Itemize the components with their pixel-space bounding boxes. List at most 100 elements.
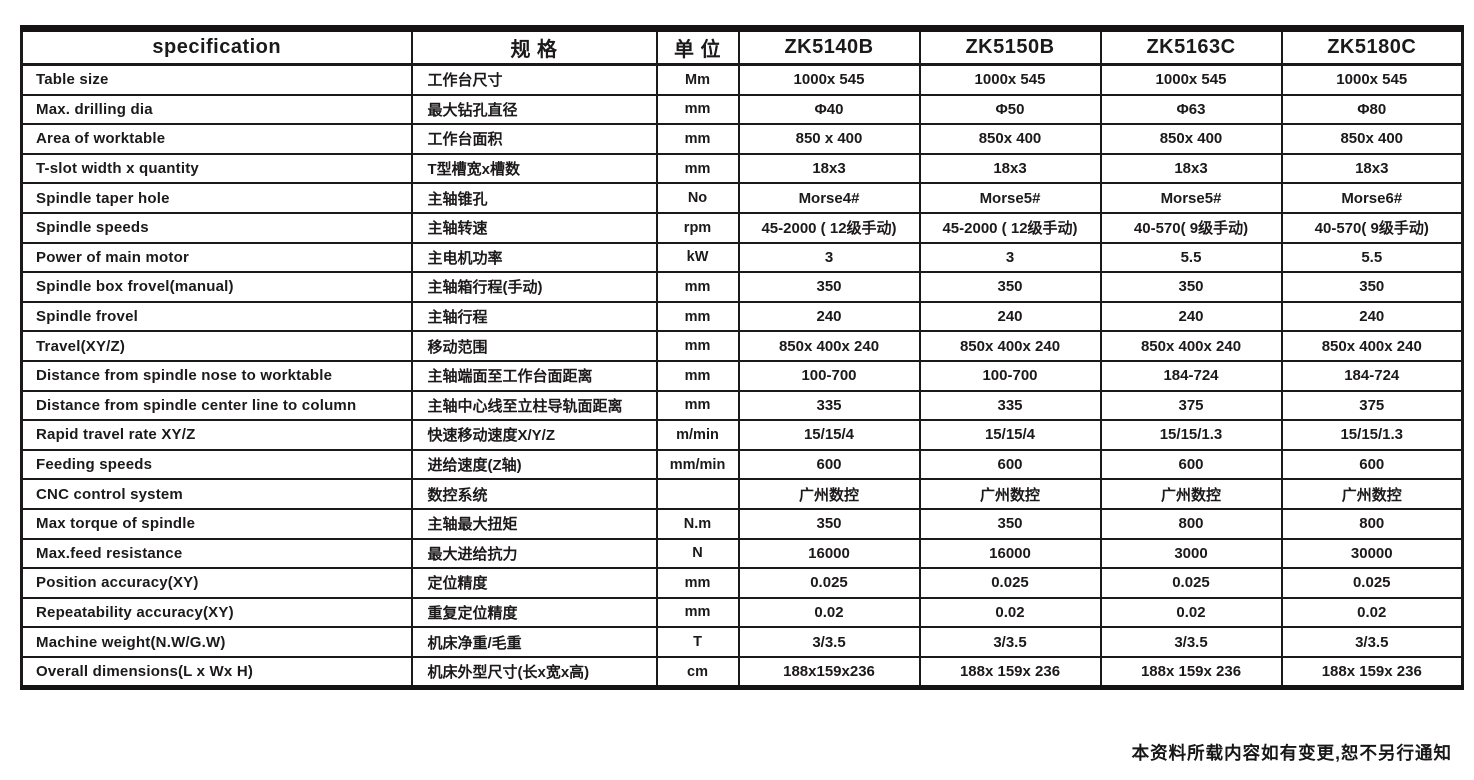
value-cell-zk5163c: 3000: [1099, 537, 1283, 570]
value-cell-zk5140b: 100-700: [737, 359, 921, 392]
unit-cell: mm/min: [655, 448, 740, 481]
value-cell-zk5180c: 800: [1280, 507, 1464, 540]
value-cell-zk5163c: 广州数控: [1099, 478, 1283, 510]
value-cell-zk5163c: 350: [1099, 271, 1283, 303]
value-cell-zk5180c: 40-570( 9级手动): [1280, 211, 1464, 244]
value-cell-zk5150b: 45-2000 ( 12级手动): [918, 211, 1102, 244]
value-cell-zk5180c: 0.02: [1280, 596, 1464, 629]
value-cell-zk5163c: 3/3.5: [1099, 626, 1283, 658]
unit-cell: [655, 478, 740, 510]
value-cell-zk5140b: 850 x 400: [737, 123, 921, 155]
unit-cell: mm: [655, 93, 740, 126]
value-cell-zk5180c: 15/15/1.3: [1280, 419, 1464, 451]
value-cell-zk5163c: 188x 159x 236: [1099, 655, 1283, 689]
value-cell-zk5150b: 16000: [918, 537, 1102, 570]
spec-label-zh: 数控系统: [410, 478, 658, 510]
value-cell-zk5140b: Φ40: [737, 93, 921, 126]
unit-cell: No: [655, 182, 740, 214]
unit-cell: N.m: [655, 507, 740, 540]
unit-cell: mm: [655, 359, 740, 392]
spec-row: Table size 工作台尺寸 Mm 1000x 545 1000x 545 …: [20, 63, 1464, 96]
value-cell-zk5150b: 1000x 545: [918, 63, 1102, 96]
spec-row: Max. drilling dia 最大钻孔直径 mm Φ40 Φ50 Φ63 …: [20, 93, 1464, 126]
value-cell-zk5163c: Φ63: [1099, 93, 1283, 126]
spec-label-en: Table size: [20, 63, 413, 96]
spec-label-zh: 快速移动速度X/Y/Z: [410, 419, 658, 451]
spec-label-zh: 工作台面积: [410, 123, 658, 155]
unit-cell: mm: [655, 271, 740, 303]
spec-label-en: Max torque of spindle: [20, 507, 413, 540]
unit-cell: rpm: [655, 211, 740, 244]
spec-row: Repeatability accuracy(XY) 重复定位精度 mm 0.0…: [20, 596, 1464, 629]
value-cell-zk5140b: 335: [737, 389, 921, 422]
spec-label-en: Power of main motor: [20, 241, 413, 274]
spec-row: Spindle taper hole 主轴锥孔 No Morse4# Morse…: [20, 182, 1464, 214]
value-cell-zk5150b: 100-700: [918, 359, 1102, 392]
value-cell-zk5163c: 40-570( 9级手动): [1099, 211, 1283, 244]
spec-label-zh: 主轴锥孔: [410, 182, 658, 214]
value-cell-zk5140b: 3: [737, 241, 921, 274]
unit-cell: mm: [655, 300, 740, 333]
spec-row: Spindle speeds 主轴转速 rpm 45-2000 ( 12级手动)…: [20, 211, 1464, 244]
value-cell-zk5163c: 15/15/1.3: [1099, 419, 1283, 451]
value-cell-zk5163c: 0.02: [1099, 596, 1283, 629]
spec-row: Travel(XY/Z) 移动范围 mm 850x 400x 240 850x …: [20, 330, 1464, 362]
value-cell-zk5140b: 850x 400x 240: [737, 330, 921, 362]
unit-cell: mm: [655, 389, 740, 422]
value-cell-zk5150b: 850x 400x 240: [918, 330, 1102, 362]
unit-cell: mm: [655, 330, 740, 362]
spec-label-en: Spindle frovel: [20, 300, 413, 333]
spec-row: Power of main motor 主电机功率 kW 3 3 5.5 5.5: [20, 241, 1464, 274]
unit-cell: N: [655, 537, 740, 570]
value-cell-zk5180c: 240: [1280, 300, 1464, 333]
spec-label-en: Distance from spindle center line to col…: [20, 389, 413, 422]
value-cell-zk5163c: 850x 400x 240: [1099, 330, 1283, 362]
value-cell-zk5140b: 350: [737, 271, 921, 303]
value-cell-zk5180c: 184-724: [1280, 359, 1464, 392]
spec-label-en: T-slot width x quantity: [20, 152, 413, 185]
value-cell-zk5163c: 1000x 545: [1099, 63, 1283, 96]
header-row: specification 规 格 单 位 ZK5140B ZK5150B ZK…: [20, 28, 1464, 66]
value-cell-zk5163c: 0.025: [1099, 567, 1283, 599]
spec-row: Area of worktable 工作台面积 mm 850 x 400 850…: [20, 123, 1464, 155]
header-model-zk5180c: ZK5180C: [1280, 28, 1464, 66]
header-model-zk5163c: ZK5163C: [1099, 28, 1283, 66]
value-cell-zk5180c: 350: [1280, 271, 1464, 303]
spec-row: CNC control system 数控系统 广州数控 广州数控 广州数控 广…: [20, 478, 1464, 510]
spec-label-zh: T型槽宽x槽数: [410, 152, 658, 185]
spec-row: Rapid travel rate XY/Z 快速移动速度X/Y/Z m/min…: [20, 419, 1464, 451]
spec-label-en: Machine weight(N.W/G.W): [20, 626, 413, 658]
header-model-zk5140b: ZK5140B: [737, 28, 921, 66]
spec-row: Position accuracy(XY) 定位精度 mm 0.025 0.02…: [20, 567, 1464, 599]
value-cell-zk5150b: 0.02: [918, 596, 1102, 629]
value-cell-zk5163c: Morse5#: [1099, 182, 1283, 214]
spec-label-zh: 主轴端面至工作台面距离: [410, 359, 658, 392]
value-cell-zk5180c: 850x 400x 240: [1280, 330, 1464, 362]
unit-cell: m/min: [655, 419, 740, 451]
value-cell-zk5150b: 广州数控: [918, 478, 1102, 510]
header-specification: specification: [20, 28, 413, 66]
spec-label-en: Spindle box frovel(manual): [20, 271, 413, 303]
spec-label-en: CNC control system: [20, 478, 413, 510]
value-cell-zk5180c: 600: [1280, 448, 1464, 481]
value-cell-zk5140b: 350: [737, 507, 921, 540]
unit-cell: Mm: [655, 63, 740, 96]
spec-row: Feeding speeds 进给速度(Z轴) mm/min 600 600 6…: [20, 448, 1464, 481]
value-cell-zk5140b: 3/3.5: [737, 626, 921, 658]
value-cell-zk5140b: 600: [737, 448, 921, 481]
unit-cell: mm: [655, 567, 740, 599]
unit-cell: T: [655, 626, 740, 658]
value-cell-zk5163c: 184-724: [1099, 359, 1283, 392]
value-cell-zk5163c: 850x 400: [1099, 123, 1283, 155]
spec-label-en: Feeding speeds: [20, 448, 413, 481]
spec-row: T-slot width x quantity T型槽宽x槽数 mm 18x3 …: [20, 152, 1464, 185]
value-cell-zk5150b: 350: [918, 507, 1102, 540]
spec-label-zh: 主轴转速: [410, 211, 658, 244]
value-cell-zk5180c: 5.5: [1280, 241, 1464, 274]
spec-label-zh: 主轴行程: [410, 300, 658, 333]
spec-row: Distance from spindle center line to col…: [20, 389, 1464, 422]
spec-label-en: Spindle speeds: [20, 211, 413, 244]
value-cell-zk5180c: 广州数控: [1280, 478, 1464, 510]
spec-label-zh: 主电机功率: [410, 241, 658, 274]
